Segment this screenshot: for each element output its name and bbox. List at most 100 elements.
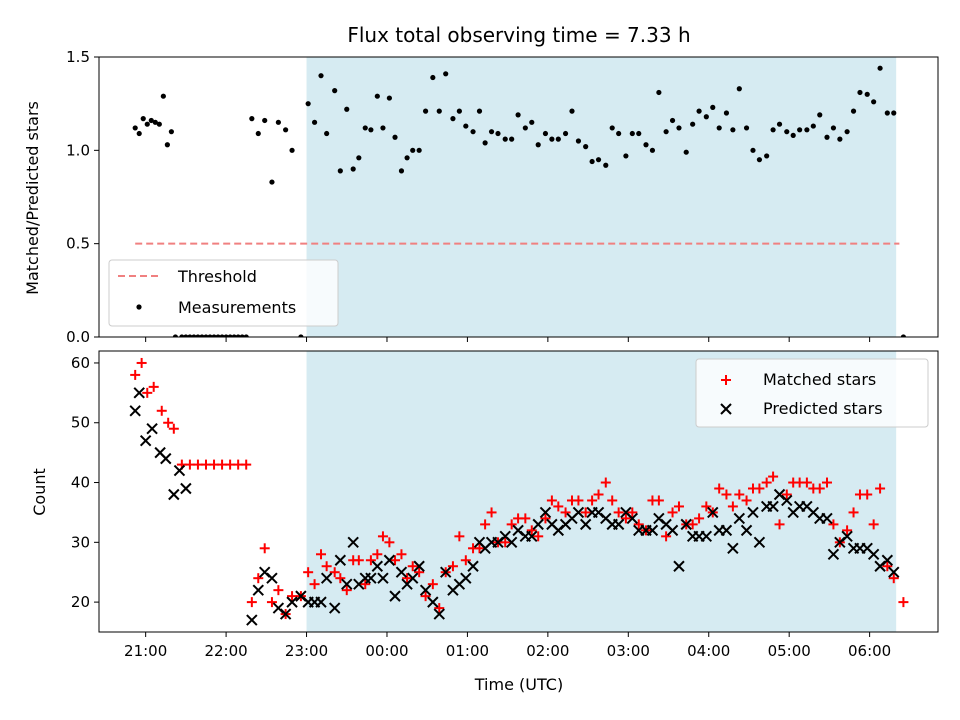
legend-measurements-label: Measurements [178, 298, 296, 317]
predicted-point-b [512, 524, 524, 537]
matched-point [163, 417, 174, 428]
measurement-point [275, 119, 281, 125]
top-y-tick-label: 1.5 [66, 48, 90, 66]
bottom-y-tick-label: 30 [71, 533, 90, 551]
measurement-point [356, 155, 362, 161]
predicted-point [666, 524, 679, 537]
matched-point [273, 585, 284, 596]
predicted-point-b [680, 518, 692, 531]
predicted-point [888, 566, 900, 578]
chart-title: Flux total observing time = 7.33 h [347, 23, 690, 47]
measurement-point [884, 110, 890, 116]
matched-point [533, 531, 544, 542]
predicted-point-b [660, 518, 672, 531]
legend-threshold-label: Threshold [177, 267, 257, 286]
top-plot-frame [98, 56, 939, 338]
measurement-point [669, 117, 676, 124]
predicted-point-b [180, 482, 192, 495]
top-panel: 0.0 0.5 1.0 1.5 [66, 48, 939, 346]
legend-predicted-glyph-b [720, 403, 732, 415]
predicted-point-b [753, 536, 766, 549]
measurement-point [195, 334, 201, 337]
matched-point [768, 471, 779, 482]
bottom-x-tick-label: 22:00 [204, 642, 247, 660]
measurement-point [595, 157, 602, 163]
matched-point [253, 573, 264, 584]
measurement-point [603, 162, 609, 168]
predicted-point [626, 512, 639, 525]
measurement-point [663, 129, 669, 135]
predicted-point [460, 572, 472, 584]
predicted-point [173, 464, 186, 477]
measurement-point [283, 127, 289, 133]
matched-point [862, 489, 873, 500]
predicted-point-b [427, 596, 439, 608]
matched-point [701, 501, 712, 512]
measurement-point [583, 144, 589, 150]
measurement-point [703, 114, 709, 120]
measurement-point [298, 334, 304, 337]
measurement-point [529, 119, 535, 125]
matched-point [540, 513, 551, 524]
predicted-point [395, 566, 408, 578]
measurement-point [857, 89, 863, 96]
measurement-point [509, 136, 515, 142]
matched-point [687, 519, 698, 530]
measurement-point [569, 108, 575, 114]
matched-point [754, 483, 765, 494]
predicted-point [767, 500, 779, 513]
predicted-point [747, 506, 759, 519]
predicted-point-b [767, 500, 779, 513]
matched-point [848, 507, 859, 518]
measurement-point [871, 99, 877, 105]
measurement-point [269, 179, 275, 185]
measurement-point [877, 65, 883, 71]
predicted-point-b [546, 518, 558, 531]
bottom-x-tick-label: 23:00 [285, 642, 328, 660]
predicted-point-b [620, 506, 632, 519]
predicted-point [168, 488, 180, 501]
measurement-point [891, 110, 897, 116]
measurement-point [243, 334, 249, 337]
measurement-point [337, 168, 343, 174]
matched-point [420, 591, 431, 602]
matched-point [580, 507, 591, 518]
predicted-point-b [460, 572, 472, 584]
measurement-point [215, 334, 221, 337]
measurement-point [549, 136, 555, 142]
matched-point [460, 555, 471, 566]
measurement-point [219, 334, 225, 337]
measurement-point [164, 142, 170, 148]
matched-point [814, 483, 825, 494]
measurement-point [542, 130, 549, 137]
bottom-x-tick-label: 04:00 [687, 642, 730, 660]
measurement-point [743, 125, 750, 131]
measurement-point [683, 149, 689, 155]
top-y-tick-label: 1.0 [66, 141, 90, 159]
predicted-point [146, 423, 158, 435]
predicted-point-b [821, 512, 833, 525]
legend-matched-swatch [721, 375, 731, 385]
predicted-point-b [827, 548, 840, 560]
matched-point [741, 495, 752, 506]
predicted-point [505, 536, 518, 549]
measurement-point [249, 116, 255, 122]
predicted-point [467, 560, 479, 572]
predicted-point-b [626, 512, 639, 525]
measurement-point [515, 112, 521, 118]
predicted-point [841, 530, 853, 543]
predicted-point-b [168, 488, 180, 501]
predicted-point-b [371, 560, 384, 572]
legend-predicted-swatch [720, 403, 732, 415]
matched-point [600, 477, 611, 488]
bottom-x-tick-label: 03:00 [607, 642, 650, 660]
measurement-point [609, 125, 615, 131]
predicted-point-b [532, 518, 544, 531]
matched-point [875, 483, 886, 494]
measurement-point [502, 136, 508, 142]
matched-point [335, 573, 346, 584]
predicted-point [707, 506, 719, 519]
measurement-point [311, 119, 318, 125]
predicted-point-b [295, 590, 307, 602]
